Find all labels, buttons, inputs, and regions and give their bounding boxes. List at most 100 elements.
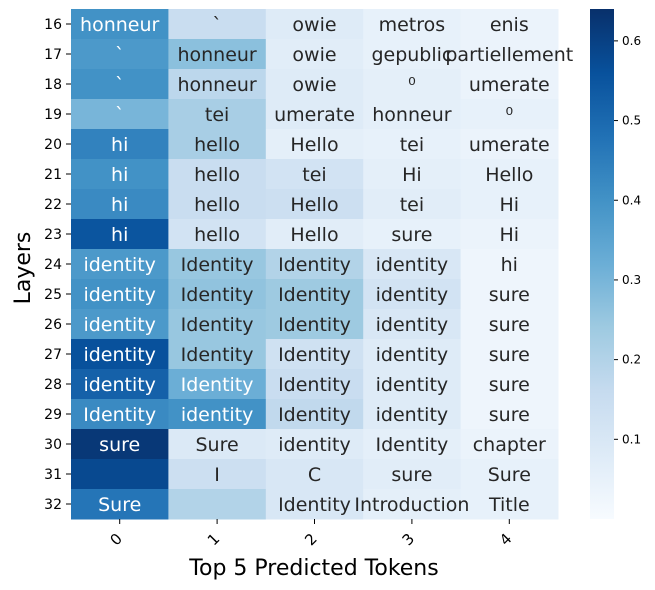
- heatmap-cell-label: C: [308, 464, 321, 486]
- heatmap-cell: [265, 429, 364, 460]
- heatmap-cell-label: sure: [489, 314, 530, 336]
- heatmap-cell-label: gepublic: [371, 44, 452, 66]
- heatmap-cell: [363, 9, 462, 40]
- heatmap-cell: [168, 159, 267, 190]
- heatmap-cell-label: identity: [83, 284, 156, 306]
- x-tick-label: 4: [496, 530, 515, 549]
- heatmap-cell-label: Identity: [83, 404, 156, 426]
- y-tick-label: 19: [44, 107, 62, 123]
- heatmap-cell: [71, 489, 169, 520]
- heatmap-cell: [71, 189, 169, 220]
- heatmap-cell: [71, 99, 169, 130]
- heatmap-cell: [168, 219, 267, 250]
- heatmap-cell-label: identity: [83, 344, 156, 366]
- heatmap-cell-label: sure: [99, 434, 140, 456]
- heatmap-cell-label: Identity: [278, 254, 351, 276]
- heatmap-cell: [71, 399, 169, 430]
- heatmap-cell-label: metros: [379, 14, 446, 36]
- heatmap-cell: [168, 9, 267, 40]
- heatmap-cell: [71, 39, 169, 70]
- heatmap-cell: [168, 69, 267, 100]
- heatmap-cell-label: tei: [302, 164, 326, 186]
- heatmap-cell: [460, 339, 559, 370]
- heatmap-cell: [168, 489, 267, 520]
- heatmap-cell: [265, 309, 364, 340]
- heatmap-cell-label: identity: [83, 254, 156, 276]
- heatmap-cell: [363, 69, 462, 100]
- heatmap-cell: [363, 309, 462, 340]
- heatmap-cell-label: hello: [194, 164, 240, 186]
- heatmap-cell-label: Hello: [485, 164, 533, 186]
- heatmap-cell: [460, 369, 559, 400]
- colorbar-tick-label: 0.2: [622, 353, 641, 367]
- colorbar-tick-label: 0.3: [622, 273, 641, 287]
- heatmap-cell: [460, 189, 559, 220]
- heatmap-cell: [168, 189, 267, 220]
- heatmap-cell: [460, 489, 559, 520]
- y-tick-label: 20: [44, 137, 62, 153]
- heatmap-cell: [460, 9, 559, 40]
- y-tick-label: 26: [44, 317, 62, 333]
- heatmap-cell: [460, 399, 559, 430]
- x-tick-label: 0: [106, 530, 125, 549]
- heatmap-cell: [71, 369, 169, 400]
- heatmap-cell: [460, 39, 559, 70]
- heatmap-cell: [168, 99, 267, 130]
- heatmap-cell-label: umerate: [274, 104, 355, 126]
- heatmap-cell-label: Hi: [402, 164, 422, 186]
- heatmap-cell: [265, 39, 364, 70]
- heatmap-cell-label: umerate: [469, 74, 550, 96]
- heatmap-cell: [363, 99, 462, 130]
- heatmap-cell: [71, 159, 169, 190]
- heatmap-cell: [265, 9, 364, 40]
- heatmap-cell: [265, 279, 364, 310]
- heatmap-cell: [71, 69, 169, 100]
- heatmap-cell: [363, 369, 462, 400]
- y-tick-label: 18: [44, 77, 62, 93]
- y-tick-label: 32: [44, 497, 62, 513]
- heatmap-cell-label: hi: [501, 254, 518, 276]
- heatmap-cell: [265, 69, 364, 100]
- heatmap-cell-label: Hello: [290, 194, 338, 216]
- heatmap-cell: [265, 489, 364, 520]
- heatmap-cell-label: Hello: [290, 134, 338, 156]
- x-tick-label: 3: [399, 530, 418, 549]
- heatmap-cell-label: Identity: [278, 374, 351, 396]
- heatmap-cell: [168, 249, 267, 280]
- colorbar-tick-label: 0.6: [622, 34, 641, 48]
- y-axis-label: Layers: [11, 232, 36, 305]
- y-tick-label: 17: [44, 47, 62, 63]
- heatmap-cell: [168, 129, 267, 160]
- heatmap-cell-label: Identity: [375, 434, 448, 456]
- heatmap-cell: [265, 399, 364, 430]
- heatmap-cell: [363, 189, 462, 220]
- heatmap-cell: [265, 369, 364, 400]
- heatmap-cell-label: hi: [111, 134, 128, 156]
- heatmap-cell: [460, 99, 559, 130]
- y-tick-label: 25: [44, 287, 62, 303]
- colorbar-tick-label: 0.4: [622, 193, 641, 207]
- heatmap-cell-label: chapter: [473, 434, 546, 456]
- heatmap-cell: [363, 129, 462, 160]
- y-tick-label: 21: [44, 167, 62, 183]
- y-tick-label: 30: [44, 437, 62, 453]
- heatmap-cell-label: Sure: [488, 464, 531, 486]
- heatmap-cell: [265, 189, 364, 220]
- heatmap-cell-label: Identity: [181, 314, 254, 336]
- heatmap-cell-label: identity: [83, 314, 156, 336]
- heatmap-cell-label: Identity: [278, 344, 351, 366]
- heatmap-cell: [363, 429, 462, 460]
- heatmap-cell: [71, 9, 169, 40]
- heatmap-cell: [71, 459, 169, 490]
- heatmap-cell: [168, 39, 267, 70]
- heatmap-cell-label: hi: [111, 164, 128, 186]
- heatmap-cell-label: umerate: [469, 134, 550, 156]
- heatmap-cell-label: sure: [391, 464, 432, 486]
- heatmap-cell-label: identity: [376, 314, 449, 336]
- heatmap-cell-label: hi: [111, 194, 128, 216]
- heatmap-cell: [460, 249, 559, 280]
- heatmap-cell: [460, 429, 559, 460]
- heatmap-cell-label: sure: [489, 284, 530, 306]
- heatmap-cell: [168, 279, 267, 310]
